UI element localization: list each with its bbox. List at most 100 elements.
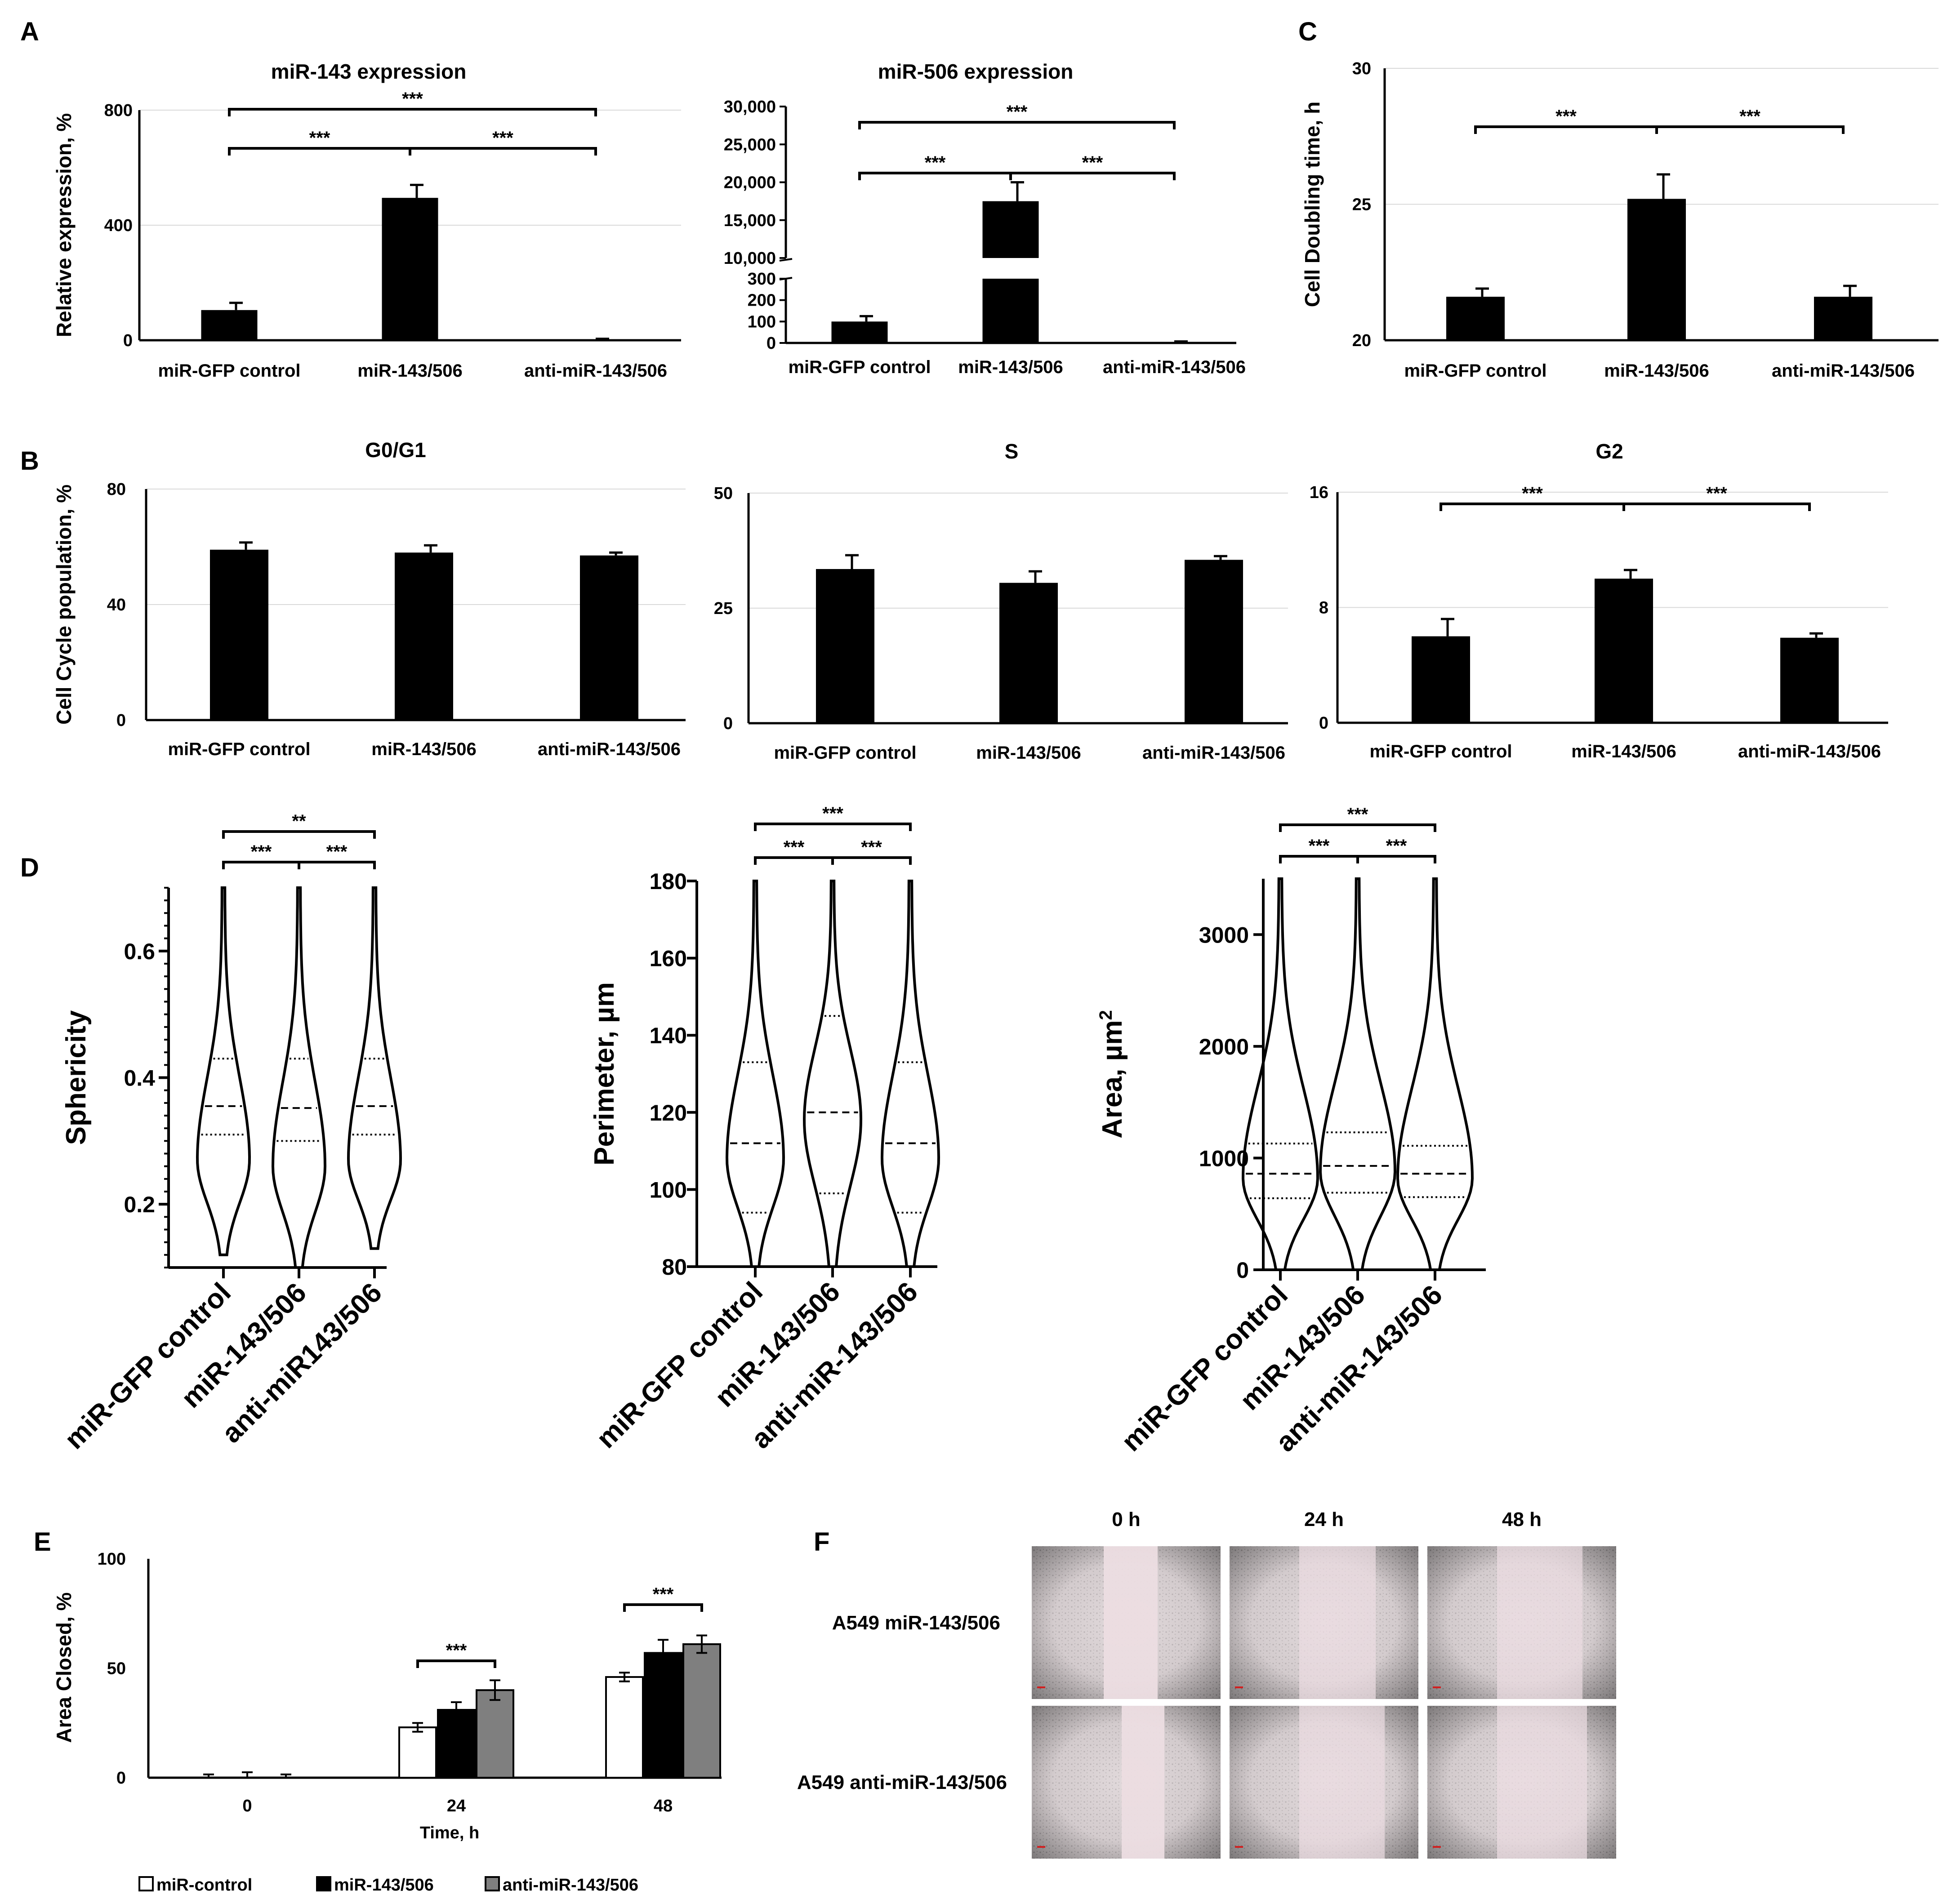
error-bar xyxy=(1029,570,1042,583)
bar xyxy=(1446,297,1505,340)
chart-title: miR-506 expression xyxy=(878,60,1074,83)
significance-label: *** xyxy=(1082,153,1103,173)
legend-swatch xyxy=(138,1876,154,1891)
significance-bracket xyxy=(831,856,912,865)
x-tick-label: 24 xyxy=(447,1797,466,1815)
error-bar xyxy=(696,1634,707,1654)
significance-label: *** xyxy=(1309,836,1330,856)
y-tick-label: 30,000 xyxy=(724,98,776,116)
bar xyxy=(567,339,624,341)
error-bar xyxy=(424,544,437,553)
violin xyxy=(802,880,863,1268)
significance-label: *** xyxy=(861,837,882,857)
violin xyxy=(725,880,785,1268)
significance-bracket xyxy=(1655,125,1845,134)
error-bar xyxy=(1843,285,1857,297)
y-tick-label: 25,000 xyxy=(724,135,776,154)
significance-label: ** xyxy=(292,811,306,831)
y-tick-label: 10,000 xyxy=(724,249,776,268)
significance-bracket xyxy=(1279,823,1436,832)
y-tick-label: 160 xyxy=(650,946,687,971)
error-bar xyxy=(1441,618,1454,636)
error-bar xyxy=(410,183,423,198)
y-tick-label: 100 xyxy=(98,1550,126,1569)
legend-swatch xyxy=(316,1876,331,1891)
violin xyxy=(1241,877,1319,1271)
error-bar xyxy=(203,1773,214,1779)
y-tick-label: 0 xyxy=(1236,1258,1249,1283)
chart-g0g1: 0 40 80 miR-GFP control miR-143/506 anti-miR-… xyxy=(52,438,686,759)
bar xyxy=(1814,297,1872,340)
chart-title: G2 xyxy=(1595,440,1623,463)
y-tick-label: 1000 xyxy=(1199,1146,1249,1171)
significance-label: *** xyxy=(1386,836,1407,856)
photo-row-label-mir: A549 miR-143/506 xyxy=(832,1612,1000,1634)
significance-bracket xyxy=(754,823,912,831)
y-tick-label: 200 xyxy=(748,291,776,310)
violin xyxy=(347,886,402,1250)
y-tick-label: 120 xyxy=(650,1100,687,1125)
y-axis-label: Cell Doubling time, h xyxy=(1301,102,1324,307)
legend-swatch xyxy=(485,1876,500,1891)
significance-label: *** xyxy=(1555,107,1577,126)
y-axis-label: Perimeter, µm xyxy=(589,982,620,1166)
y-tick-label: 15,000 xyxy=(724,211,776,230)
y-tick-label: 140 xyxy=(650,1023,687,1048)
category-label: miR-GFP control xyxy=(158,361,300,381)
y-tick-label: 20,000 xyxy=(724,173,776,192)
category-label: miR-GFP control xyxy=(1369,742,1512,761)
bar xyxy=(437,1709,476,1779)
y-tick-label: 25 xyxy=(714,599,733,618)
significance-bracket xyxy=(858,121,1176,129)
violin xyxy=(1396,877,1474,1271)
x-tick-label: 48 xyxy=(654,1797,673,1815)
y-tick-label: 0 xyxy=(723,714,733,733)
significance-bracket xyxy=(298,861,376,869)
y-axis-label-superscript: 2 xyxy=(1096,1010,1116,1020)
panel-label-b: B xyxy=(20,446,39,476)
y-axis-label: Area Closed, % xyxy=(52,1593,76,1743)
legend-label: miR-control xyxy=(156,1876,252,1895)
significance-bracket xyxy=(409,147,597,156)
significance-label: *** xyxy=(784,837,805,857)
error-bar xyxy=(1011,181,1024,201)
error-bar xyxy=(1475,287,1489,297)
error-bar xyxy=(242,1771,253,1779)
chart-doubling-time: 20 25 30 miR-GFP control miR-143/506 anti-miR… xyxy=(1301,59,1939,381)
significance-label: *** xyxy=(925,153,946,173)
y-axis-label: Area, µm2 xyxy=(1096,1010,1128,1138)
significance-label: *** xyxy=(251,842,272,862)
chart-area-closed: 0 50 100 0 24 48 Time, h Area Closed, % *** *** mi… xyxy=(52,1550,722,1895)
panel-label-e: E xyxy=(34,1527,51,1557)
bar xyxy=(999,583,1058,723)
error-bar xyxy=(860,315,873,322)
error-bar xyxy=(451,1701,462,1719)
y-tick-label: 0 xyxy=(1319,714,1328,733)
significance-label: *** xyxy=(1739,107,1760,126)
significance-bracket xyxy=(1622,503,1811,511)
wound-gap xyxy=(1299,1706,1385,1859)
error-bar xyxy=(1657,173,1670,199)
y-tick-label: 100 xyxy=(748,312,776,331)
bar-lower-segment xyxy=(982,279,1039,343)
panel-label-c: C xyxy=(1298,17,1317,46)
y-tick-label: 2000 xyxy=(1199,1034,1249,1059)
significance-bracket xyxy=(222,830,376,839)
error-bar xyxy=(609,551,623,556)
scale-bar xyxy=(1235,1686,1243,1688)
category-label: miR-GFP control xyxy=(788,357,931,377)
significance-label: *** xyxy=(1007,102,1028,122)
y-tick-label: 300 xyxy=(748,270,776,289)
error-bar xyxy=(412,1722,423,1733)
significance-label: *** xyxy=(1706,484,1727,503)
y-tick-label: 180 xyxy=(650,869,687,894)
wound-gap xyxy=(1497,1546,1582,1699)
significance-label: *** xyxy=(1347,805,1368,824)
scale-bar xyxy=(1433,1846,1441,1848)
category-label: anti-miR-143/506 xyxy=(1142,743,1285,763)
category-label: anti-miR-143/506 xyxy=(1772,361,1915,381)
y-tick-label: 400 xyxy=(104,216,133,235)
significance-label: *** xyxy=(822,804,843,823)
chart-g2: 0 8 16 miR-GFP control miR-143/506 anti-miR-1… xyxy=(1310,440,1888,761)
